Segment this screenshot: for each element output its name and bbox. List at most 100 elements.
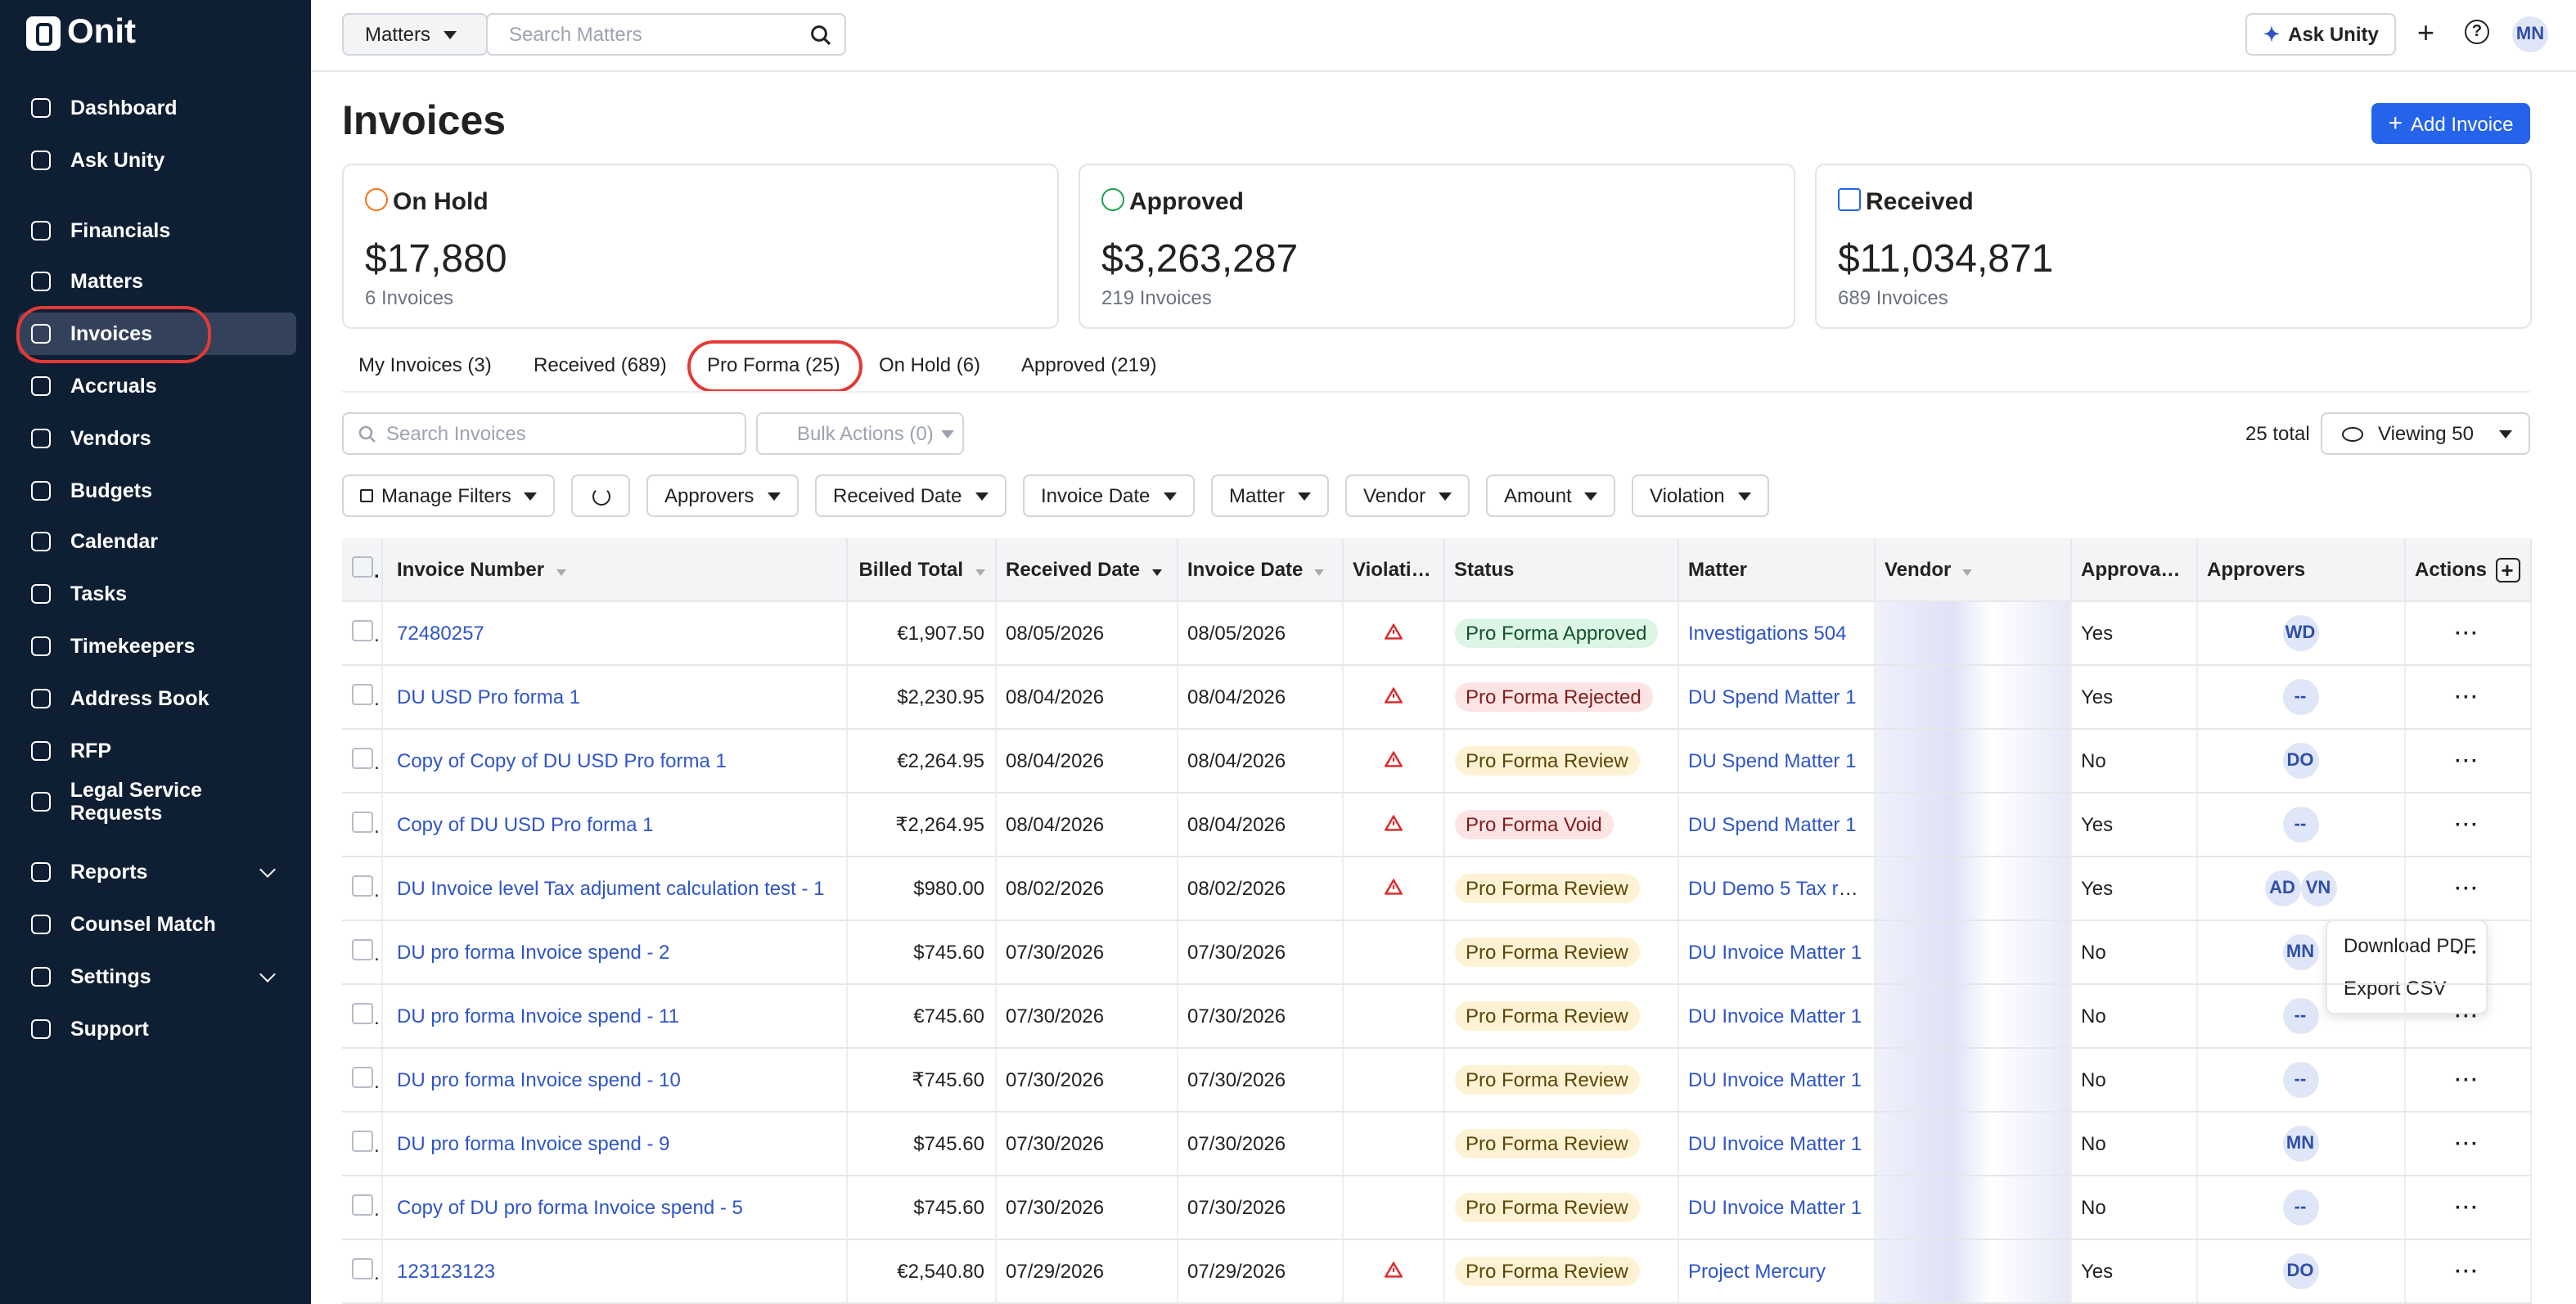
nav-item[interactable]: Legal Service Requests: [18, 780, 296, 825]
user-avatar[interactable]: MN: [2512, 16, 2548, 52]
summary-card[interactable]: On Hold $17,880 6 Invoices: [342, 164, 1059, 329]
tab[interactable]: Received (689): [534, 353, 667, 376]
summary-card[interactable]: Received $11,034,871 689 Invoices: [1815, 164, 2532, 329]
invoice-link[interactable]: DU Invoice level Tax adjument calculatio…: [397, 877, 825, 900]
nav-item[interactable]: Vendors: [18, 417, 296, 460]
more-menu[interactable]: ···: [2455, 622, 2479, 645]
table-row[interactable]: 123123123 €2,540.80 07/29/2026 07/29/2026 Pr…: [342, 1239, 2531, 1304]
nav-item[interactable]: Counsel Match: [18, 903, 296, 946]
bulk-actions[interactable]: Bulk Actions (0): [756, 412, 964, 455]
nav-item[interactable]: Matters: [18, 261, 296, 304]
more-menu[interactable]: ···: [2455, 1196, 2479, 1219]
checkbox[interactable]: [352, 684, 373, 705]
nav-item[interactable]: Calendar: [18, 521, 296, 564]
filter-button[interactable]: Received Date: [815, 474, 1007, 517]
refresh-button[interactable]: [571, 474, 630, 517]
filter-button[interactable]: Amount: [1486, 474, 1616, 517]
invoice-link[interactable]: Copy of DU USD Pro forma 1: [397, 813, 654, 836]
filter-button[interactable]: Approvers: [646, 474, 799, 517]
tab[interactable]: Pro Forma (25): [707, 353, 840, 376]
more-menu[interactable]: ···: [2455, 749, 2479, 772]
invoice-link[interactable]: DU pro forma Invoice spend - 10: [397, 1068, 681, 1091]
table-row[interactable]: Copy of DU pro forma Invoice spend - 5 $7…: [342, 1176, 2531, 1240]
invoice-search[interactable]: Search Invoices: [342, 412, 746, 455]
matter-link[interactable]: Investigations 504: [1688, 622, 1847, 645]
invoice-link[interactable]: 72480257: [397, 622, 484, 645]
table-row[interactable]: DU Invoice level Tax adjument calculatio…: [342, 857, 2531, 921]
matter-link[interactable]: DU Demo 5 Tax re...: [1688, 877, 1866, 900]
matter-link[interactable]: DU Spend Matter 1: [1688, 813, 1857, 836]
more-menu[interactable]: ···: [2455, 1068, 2479, 1091]
matter-link[interactable]: DU Spend Matter 1: [1688, 749, 1857, 772]
invoice-link[interactable]: DU USD Pro forma 1: [397, 686, 581, 708]
matter-link[interactable]: DU Invoice Matter 1: [1688, 1068, 1862, 1091]
checkbox[interactable]: [352, 1131, 373, 1152]
more-menu[interactable]: ···: [2455, 877, 2479, 900]
checkbox[interactable]: [352, 748, 373, 769]
nav-item[interactable]: Budgets: [18, 469, 296, 511]
tab[interactable]: Approved (219): [1021, 353, 1157, 376]
matter-link[interactable]: Project Mercury: [1688, 1260, 1826, 1283]
filter-button[interactable]: Violation: [1632, 474, 1769, 517]
checkbox[interactable]: [352, 875, 373, 897]
table-row[interactable]: DU pro forma Invoice spend - 9 $745.60 07/…: [342, 1112, 2531, 1176]
add-invoice-button[interactable]: + Add Invoice: [2371, 103, 2530, 144]
add-column[interactable]: +: [2495, 557, 2520, 582]
more-menu[interactable]: ···: [2455, 941, 2479, 964]
filter-button[interactable]: Manage Filters: [342, 474, 556, 517]
filter-button[interactable]: Matter: [1211, 474, 1330, 517]
nav-item[interactable]: Settings: [18, 956, 296, 998]
tab[interactable]: My Invoices (3): [358, 353, 492, 376]
matter-link[interactable]: DU Invoice Matter 1: [1688, 1005, 1862, 1027]
checkbox[interactable]: [352, 812, 373, 833]
table-row[interactable]: 72480257 €1,907.50 08/05/2026 08/05/2026 Pro…: [342, 601, 2531, 666]
nav-item[interactable]: Dashboard: [18, 87, 296, 129]
more-menu[interactable]: ···: [2455, 813, 2479, 836]
invoice-link[interactable]: Copy of DU pro forma Invoice spend - 5: [397, 1196, 743, 1219]
checkbox[interactable]: [352, 1194, 373, 1216]
matter-link[interactable]: DU Invoice Matter 1: [1688, 1132, 1862, 1155]
ask-unity-button[interactable]: ✦ Ask Unity: [2245, 13, 2396, 56]
checkbox[interactable]: [352, 1258, 373, 1279]
table-row[interactable]: Copy of Copy of DU USD Pro forma 1 €2,264…: [342, 729, 2531, 794]
nav-item[interactable]: Tasks: [18, 573, 296, 615]
matter-search[interactable]: Search Matters: [486, 13, 846, 56]
summary-card[interactable]: Approved $3,263,287 219 Invoices: [1079, 164, 1795, 329]
table-row[interactable]: DU pro forma Invoice spend - 2 $745.60 07/…: [342, 920, 2531, 985]
filter-button[interactable]: Invoice Date: [1023, 474, 1195, 517]
checkbox[interactable]: [352, 939, 373, 960]
checkbox[interactable]: [352, 620, 373, 641]
tab[interactable]: On Hold (6): [879, 353, 981, 376]
matter-link[interactable]: DU Spend Matter 1: [1688, 686, 1857, 708]
more-menu[interactable]: ···: [2455, 686, 2479, 708]
invoice-link[interactable]: DU pro forma Invoice spend - 11: [397, 1005, 680, 1027]
invoice-link[interactable]: DU pro forma Invoice spend - 9: [397, 1132, 670, 1155]
nav-item[interactable]: Ask Unity: [18, 139, 296, 182]
filter-button[interactable]: Vendor: [1345, 474, 1470, 517]
more-menu[interactable]: ···: [2455, 1260, 2479, 1283]
checkbox[interactable]: [352, 1067, 373, 1088]
nav-item[interactable]: Financials: [18, 209, 296, 251]
table-row[interactable]: DU pro forma Invoice spend - 10 ₹745.60 07…: [342, 1048, 2531, 1113]
help-icon[interactable]: ?: [2465, 20, 2489, 44]
table-row[interactable]: Copy of DU USD Pro forma 1 ₹2,264.95 08/04…: [342, 793, 2531, 857]
nav-item[interactable]: Invoices: [18, 313, 296, 356]
nav-item[interactable]: Support: [18, 1007, 296, 1050]
invoice-link[interactable]: Copy of Copy of DU USD Pro forma 1: [397, 749, 727, 772]
nav-item[interactable]: Timekeepers: [18, 625, 296, 668]
invoice-link[interactable]: 123123123: [397, 1260, 496, 1283]
checkbox[interactable]: [352, 556, 373, 578]
nav-item[interactable]: Reports: [18, 851, 296, 893]
more-menu[interactable]: ···: [2455, 1132, 2479, 1155]
more-menu[interactable]: ···: [2455, 1005, 2479, 1027]
nav-item[interactable]: RFP: [18, 729, 296, 771]
matter-link[interactable]: DU Invoice Matter 1: [1688, 941, 1862, 964]
matter-link[interactable]: DU Invoice Matter 1: [1688, 1196, 1862, 1219]
checkbox[interactable]: [352, 1003, 373, 1024]
table-row[interactable]: DU USD Pro forma 1 $2,230.95 08/04/2026 08/…: [342, 665, 2531, 730]
nav-item[interactable]: Address Book: [18, 677, 296, 720]
add-icon[interactable]: +: [2417, 16, 2435, 49]
table-row[interactable]: DU pro forma Invoice spend - 11 €745.60 07…: [342, 984, 2531, 1049]
invoice-link[interactable]: DU pro forma Invoice spend - 2: [397, 941, 670, 964]
scope-select[interactable]: Matters: [342, 13, 488, 56]
